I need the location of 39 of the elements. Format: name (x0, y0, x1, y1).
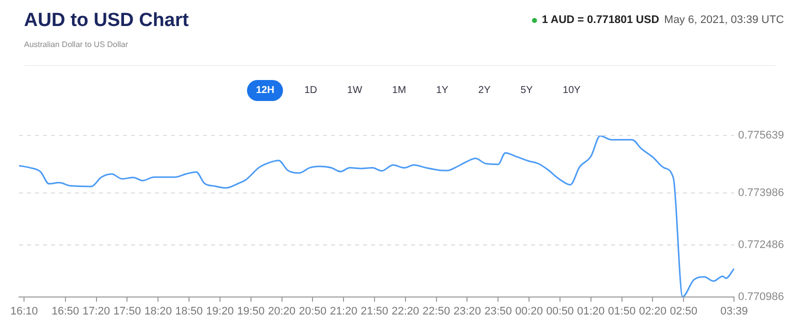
x-tick-label: 02:50 (670, 305, 698, 318)
text: 10Y (562, 84, 582, 98)
x-tick-label: 03:39 (720, 305, 748, 318)
x-tick-label: 17:20 (82, 305, 110, 318)
x-tick-label: 20:20 (268, 305, 296, 318)
x-tick-label: 19:50 (237, 305, 265, 318)
text: 1 AUD = 0.771801 USD (542, 14, 660, 26)
x-tick-label: 23:50 (484, 305, 512, 318)
x-tick-label: 16:50 (52, 305, 80, 318)
text: 1M (391, 84, 408, 98)
x-tick-label: 23:20 (453, 305, 482, 318)
y-tick-label: 0.775639 (738, 130, 784, 142)
chart-title: AUD to USD Chart (24, 10, 189, 32)
text: 1D (303, 84, 318, 98)
chart-subtitle: Australian Dollar to US Dollar (24, 40, 128, 49)
x-tick-label: 21:50 (360, 305, 388, 318)
x-tick-label: 18:20 (144, 305, 172, 318)
x-tick-label: 22:20 (392, 305, 420, 318)
text: May 6, 2021, 03:39 UTC (664, 14, 784, 26)
x-tick-label: 18:50 (175, 305, 203, 318)
text: 5Y (520, 84, 534, 98)
x-tick-label: 17:50 (113, 305, 141, 318)
text: 2Y (477, 84, 492, 98)
x-tick-label: 16:10 (10, 305, 38, 318)
y-tick-label: 0.770986 (738, 290, 784, 303)
x-tick-label: 01:50 (608, 305, 636, 318)
x-tick-label: 22:50 (422, 305, 450, 318)
x-tick-label: 21:20 (330, 305, 358, 318)
text: 12H (247, 80, 284, 101)
y-tick-label: 0.773986 (738, 186, 784, 199)
x-tick-label: 02:20 (638, 305, 666, 318)
x-tick-label: 00:50 (546, 305, 574, 318)
x-tick-label: 01:20 (577, 305, 605, 318)
x-tick-label: 20:50 (298, 305, 326, 318)
x-tick-label: 00:20 (515, 305, 543, 318)
text: 1W (346, 84, 364, 98)
text: 1Y (435, 84, 450, 98)
y-tick-label: 0.772486 (738, 238, 784, 251)
x-tick-label: 19:20 (206, 305, 234, 318)
